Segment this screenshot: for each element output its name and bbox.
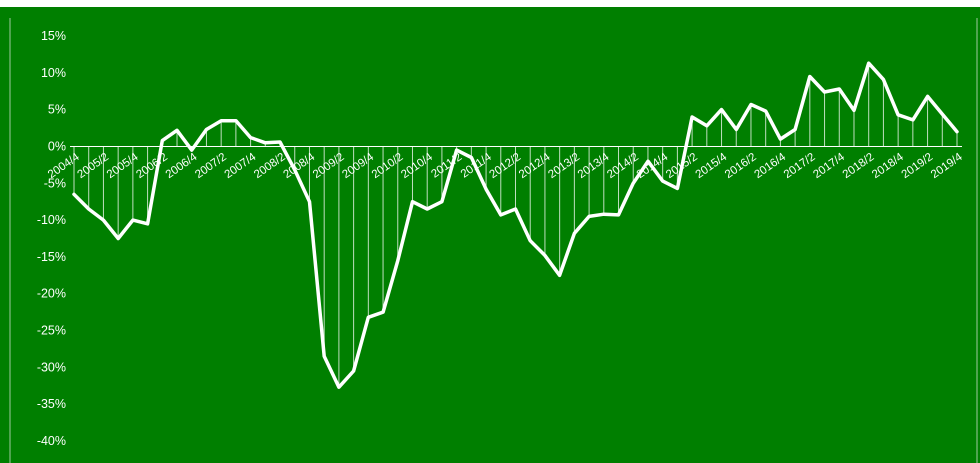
y-tick-label: -25% — [37, 324, 66, 338]
y-tick-label: -10% — [37, 213, 66, 227]
y-tick-label: -35% — [37, 397, 66, 411]
y-tick-label: 10% — [41, 66, 66, 80]
y-tick-label: 0% — [48, 139, 66, 153]
header-band — [0, 0, 980, 7]
y-axis: 15% 10% 5% 0% -5% -10% -15% -20% -25% -30% -35% -40… — [37, 29, 66, 448]
plot-background — [0, 7, 980, 463]
y-tick-label: 15% — [41, 29, 66, 43]
drop-lines — [73, 63, 958, 388]
y-tick-label: -40% — [37, 434, 66, 448]
y-tick-label: -15% — [37, 250, 66, 264]
y-tick-label: -5% — [44, 176, 66, 190]
series-line — [72, 61, 959, 389]
y-tick-label: -20% — [37, 287, 66, 301]
y-tick-label: 5% — [48, 103, 66, 117]
y-tick-label: -30% — [37, 360, 66, 374]
